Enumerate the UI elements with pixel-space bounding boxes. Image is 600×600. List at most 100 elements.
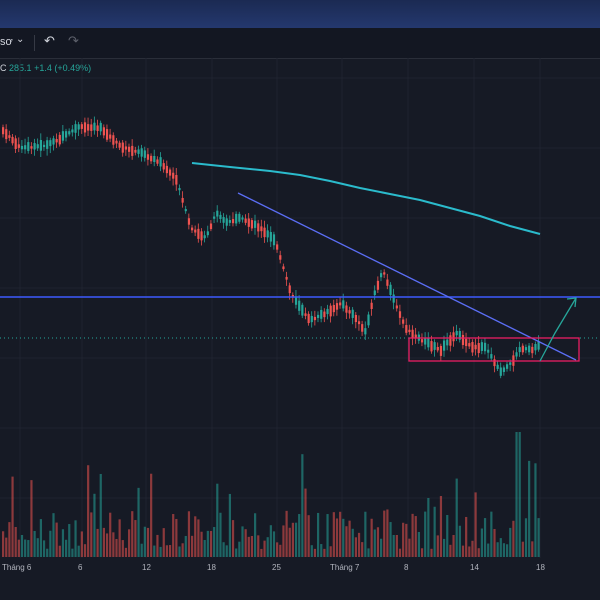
volume-bar [105,533,109,557]
x-tick-label: 6 [78,563,83,572]
volume-bar [128,529,131,557]
candle-body [509,362,512,365]
moving-average-line [191,162,541,235]
candle-body [332,304,335,313]
volume-bar [42,540,46,557]
candle-body [36,144,39,149]
candle-body [285,276,288,280]
candle-body [200,231,203,241]
volume-bar [461,545,465,557]
candle-body [304,313,307,316]
candle-body [383,272,386,275]
volume-bar [194,516,197,557]
volume-bar [131,511,134,557]
volume-bar [96,528,99,557]
candle-body [87,124,90,131]
candle-body [134,149,137,153]
volume-bar [213,527,216,557]
candle-body [219,214,222,219]
candle-body [42,144,46,148]
candle-body [389,284,392,295]
candle-body [187,218,191,225]
candle-body [222,217,225,223]
candle-body [105,129,109,140]
candle-body [465,338,468,347]
candle-body [294,296,298,305]
volume-bar [165,545,168,557]
candle-body [298,300,301,311]
candle-body [156,159,159,164]
volume-bar [439,496,443,557]
volume-bar [241,526,244,557]
candle-body [131,145,134,156]
volume-bar [294,522,298,557]
chart-toolbar: sơ ⌄ ↶ ↷ [0,28,600,59]
candle-body [439,345,443,356]
candle-body [216,210,219,217]
projection-arrow [539,297,577,362]
x-tick-label: Tháng 7 [330,563,360,572]
volume-bar [455,478,458,557]
volume-bar [291,522,294,557]
volume-bar [323,548,326,557]
candle-body [24,145,27,150]
x-tick-label: 8 [404,563,409,572]
volume-bar [471,540,474,557]
candle-body [480,342,483,351]
volume-bar [383,510,386,557]
candle-body [348,310,351,314]
candle-body [357,321,361,325]
candle-body [411,329,414,339]
volume-bar [392,535,395,557]
volume-bar [55,522,58,557]
volume-bar [408,538,411,557]
volume-bar [109,512,112,557]
volume-bar [389,522,392,557]
price-chart[interactable]: Tháng 6 6 12 18 25 Tháng 7 8 14 18 [0,58,600,600]
volume-bar [326,514,329,557]
volume-bar [260,548,263,557]
volume-bar [376,527,380,557]
menu-label[interactable]: sơ [0,36,13,48]
candle-body [376,280,380,290]
volume-bar [329,546,332,557]
candle-body [323,311,326,318]
volume-bar [509,527,512,557]
candle-body [487,349,490,353]
candle-body [436,346,439,351]
candle-body [128,146,131,152]
candle-body [351,309,354,318]
volume-bar [458,525,461,557]
volume-bar [443,538,446,557]
candle-body [446,339,449,346]
candle-body [468,343,471,347]
volume-bar [49,530,52,557]
candle-body [496,364,499,369]
redo-icon[interactable]: ↷ [68,33,79,48]
candle-body [282,266,285,270]
candle-body [493,359,496,367]
candle-body [65,131,68,138]
volume-bar [354,537,357,557]
volume-bar [433,506,436,557]
volume-bar [17,539,20,557]
volume-bar [228,493,231,557]
candle-body [288,285,291,294]
candle-body [71,129,74,133]
volume-bar [335,518,339,557]
candle-body [93,122,96,131]
volume-bar [5,537,8,557]
volume-bar [83,544,87,557]
x-tick-label: 12 [142,563,151,572]
candle-body [137,149,140,154]
candle-body [424,338,427,345]
candle-body [184,209,187,212]
undo-icon[interactable]: ↶ [44,33,55,48]
chevron-down-icon[interactable]: ⌄ [16,34,25,45]
volume-bar [493,528,496,557]
candle-body [326,308,329,315]
volume-bar [52,513,55,557]
candle-body [329,305,332,317]
candle-body [213,216,216,219]
candle-body [109,134,112,139]
